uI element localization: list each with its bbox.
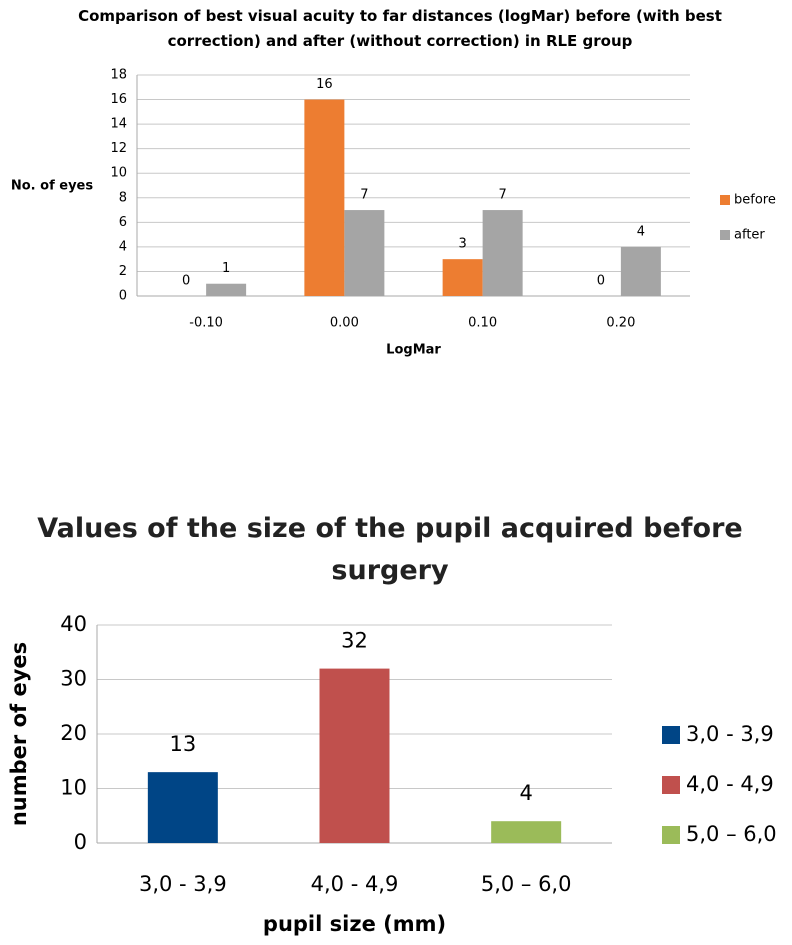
bar bbox=[491, 821, 562, 843]
y-tick-label: 10 bbox=[60, 776, 87, 800]
x-tick-label: -0.10 bbox=[189, 316, 223, 331]
x-tick-label: 0.00 bbox=[330, 316, 359, 331]
y-tick-label: 30 bbox=[60, 667, 87, 691]
data-label: 0 bbox=[182, 274, 190, 289]
bar bbox=[344, 210, 385, 296]
data-label: 1 bbox=[222, 261, 230, 276]
bar bbox=[147, 772, 218, 843]
data-label: 4 bbox=[637, 224, 645, 239]
x-tick-label: 0.20 bbox=[606, 316, 635, 331]
legend-label: before bbox=[734, 193, 776, 208]
x-tick-label: 4,0 - 4,9 bbox=[311, 872, 399, 896]
data-label: 4 bbox=[519, 781, 532, 805]
y-tick-label: 12 bbox=[110, 141, 127, 156]
bar bbox=[482, 210, 523, 296]
y-tick-label: 0 bbox=[74, 830, 87, 854]
x-axis-label: LogMar bbox=[386, 343, 441, 358]
x-tick-label: 3,0 - 3,9 bbox=[139, 872, 227, 896]
legend-swatch bbox=[662, 726, 680, 744]
data-label: 3 bbox=[458, 237, 466, 252]
data-label: 0 bbox=[597, 274, 605, 289]
data-label: 7 bbox=[498, 188, 506, 203]
y-tick-label: 10 bbox=[110, 166, 127, 181]
legend-swatch bbox=[720, 230, 730, 240]
y-tick-label: 40 bbox=[60, 612, 87, 636]
bar bbox=[319, 668, 390, 843]
y-tick-label: 2 bbox=[119, 264, 127, 279]
y-tick-label: 4 bbox=[119, 239, 127, 254]
x-tick-label: 5,0 – 6,0 bbox=[481, 872, 572, 896]
y-tick-label: 20 bbox=[60, 721, 87, 745]
y-tick-label: 16 bbox=[110, 92, 127, 107]
y-axis-label: No. of eyes bbox=[11, 179, 93, 194]
data-label: 32 bbox=[341, 629, 368, 653]
legend-label: 5,0 – 6,0 bbox=[686, 822, 777, 846]
legend-label: 4,0 - 4,9 bbox=[686, 772, 774, 796]
y-tick-label: 8 bbox=[119, 190, 127, 205]
legend-swatch bbox=[662, 826, 680, 844]
legend-swatch bbox=[662, 776, 680, 794]
legend-swatch bbox=[720, 195, 730, 205]
data-label: 16 bbox=[316, 77, 333, 92]
data-label: 7 bbox=[360, 188, 368, 203]
bar bbox=[304, 99, 345, 296]
legend-label: 3,0 - 3,9 bbox=[686, 722, 774, 746]
legend-label: after bbox=[734, 228, 765, 243]
bar bbox=[620, 246, 661, 296]
y-axis-label: number of eyes bbox=[7, 642, 31, 826]
y-tick-label: 0 bbox=[119, 289, 127, 304]
x-tick-label: 0.10 bbox=[468, 316, 497, 331]
chart-title: Comparison of best visual acuity to far … bbox=[78, 7, 722, 50]
chart-title: Values of the size of the pupil acquired… bbox=[37, 513, 743, 586]
x-axis-label: pupil size (mm) bbox=[263, 912, 446, 936]
y-tick-label: 6 bbox=[119, 215, 127, 230]
y-tick-label: 18 bbox=[110, 68, 127, 83]
bar bbox=[206, 283, 247, 296]
y-tick-label: 14 bbox=[110, 117, 127, 132]
data-label: 13 bbox=[169, 732, 196, 756]
bar bbox=[442, 259, 483, 296]
